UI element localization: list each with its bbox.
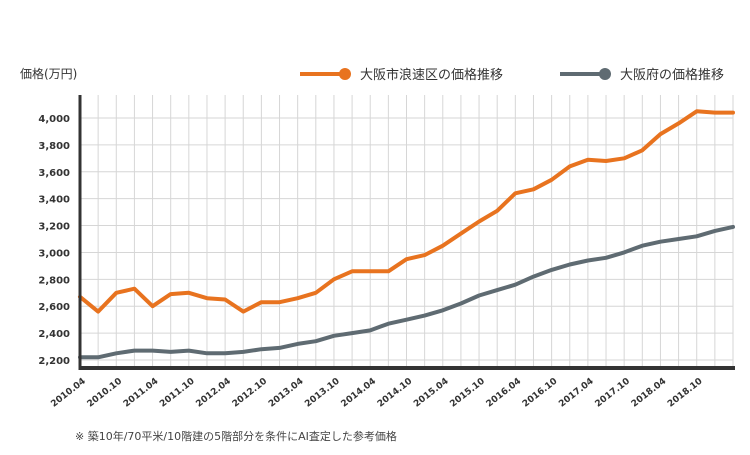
y-tick-label: 3,400	[38, 195, 70, 206]
legend-marker-osaka-pref	[599, 68, 611, 80]
x-tick-label: 2010.04	[49, 376, 87, 409]
x-tick-label: 2017.04	[557, 376, 595, 409]
x-tick-label: 2015.10	[448, 376, 486, 409]
x-tick-label: 2013.04	[267, 376, 305, 409]
y-tick-label: 3,200	[38, 222, 70, 233]
y-tick-label: 3,600	[38, 168, 70, 179]
legend: 大阪市浪速区の価格推移 大阪府の価格推移	[300, 67, 724, 83]
y-axis-unit-label: 価格(万円)	[20, 66, 77, 81]
x-tick-label: 2011.10	[158, 376, 196, 409]
x-tick-label: 2014.10	[376, 376, 414, 409]
x-tick-label: 2012.10	[231, 376, 269, 409]
y-tick-label: 2,400	[38, 329, 70, 340]
series-line-naniwa	[78, 109, 735, 314]
x-tick-label: 2016.04	[485, 376, 523, 409]
y-tick-label: 3,000	[38, 248, 70, 259]
x-tick-label: 2011.04	[122, 376, 160, 409]
x-tick-label: 2012.04	[194, 376, 232, 409]
legend-label-osaka-pref: 大阪府の価格推移	[620, 67, 724, 83]
x-tick-label: 2013.10	[303, 376, 341, 409]
x-tick-label: 2018.10	[666, 376, 704, 409]
footnote: ※ 築10年/70平米/10階建の5階部分を条件にAI査定した参考価格	[75, 429, 397, 443]
legend-item-naniwa: 大阪市浪速区の価格推移	[300, 67, 503, 83]
y-tick-label: 2,200	[38, 356, 70, 367]
y-tick-label: 2,600	[38, 302, 70, 313]
x-axis-ticks: 2010.042010.102011.042011.102012.042012.…	[49, 376, 704, 409]
legend-item-osaka-pref: 大阪府の価格推移	[560, 67, 724, 83]
y-tick-label: 2,800	[38, 275, 70, 286]
series-line-osaka-pref	[78, 224, 735, 360]
grid	[79, 95, 734, 368]
x-tick-label: 2010.10	[86, 376, 124, 409]
legend-label-naniwa: 大阪市浪速区の価格推移	[360, 67, 503, 83]
x-tick-label: 2015.04	[412, 376, 450, 409]
series	[78, 109, 735, 360]
legend-marker-naniwa	[339, 68, 351, 80]
x-tick-label: 2017.10	[594, 376, 632, 409]
y-axis-ticks: 2,200 2,400 2,600 2,800 3,000 3,200 3,400 3,600…	[38, 114, 70, 367]
y-tick-label: 4,000	[38, 114, 70, 125]
x-tick-label: 2014.04	[340, 376, 378, 409]
x-tick-label: 2018.04	[630, 376, 668, 409]
x-tick-label: 2016.10	[521, 376, 559, 409]
y-tick-label: 3,800	[38, 141, 70, 152]
